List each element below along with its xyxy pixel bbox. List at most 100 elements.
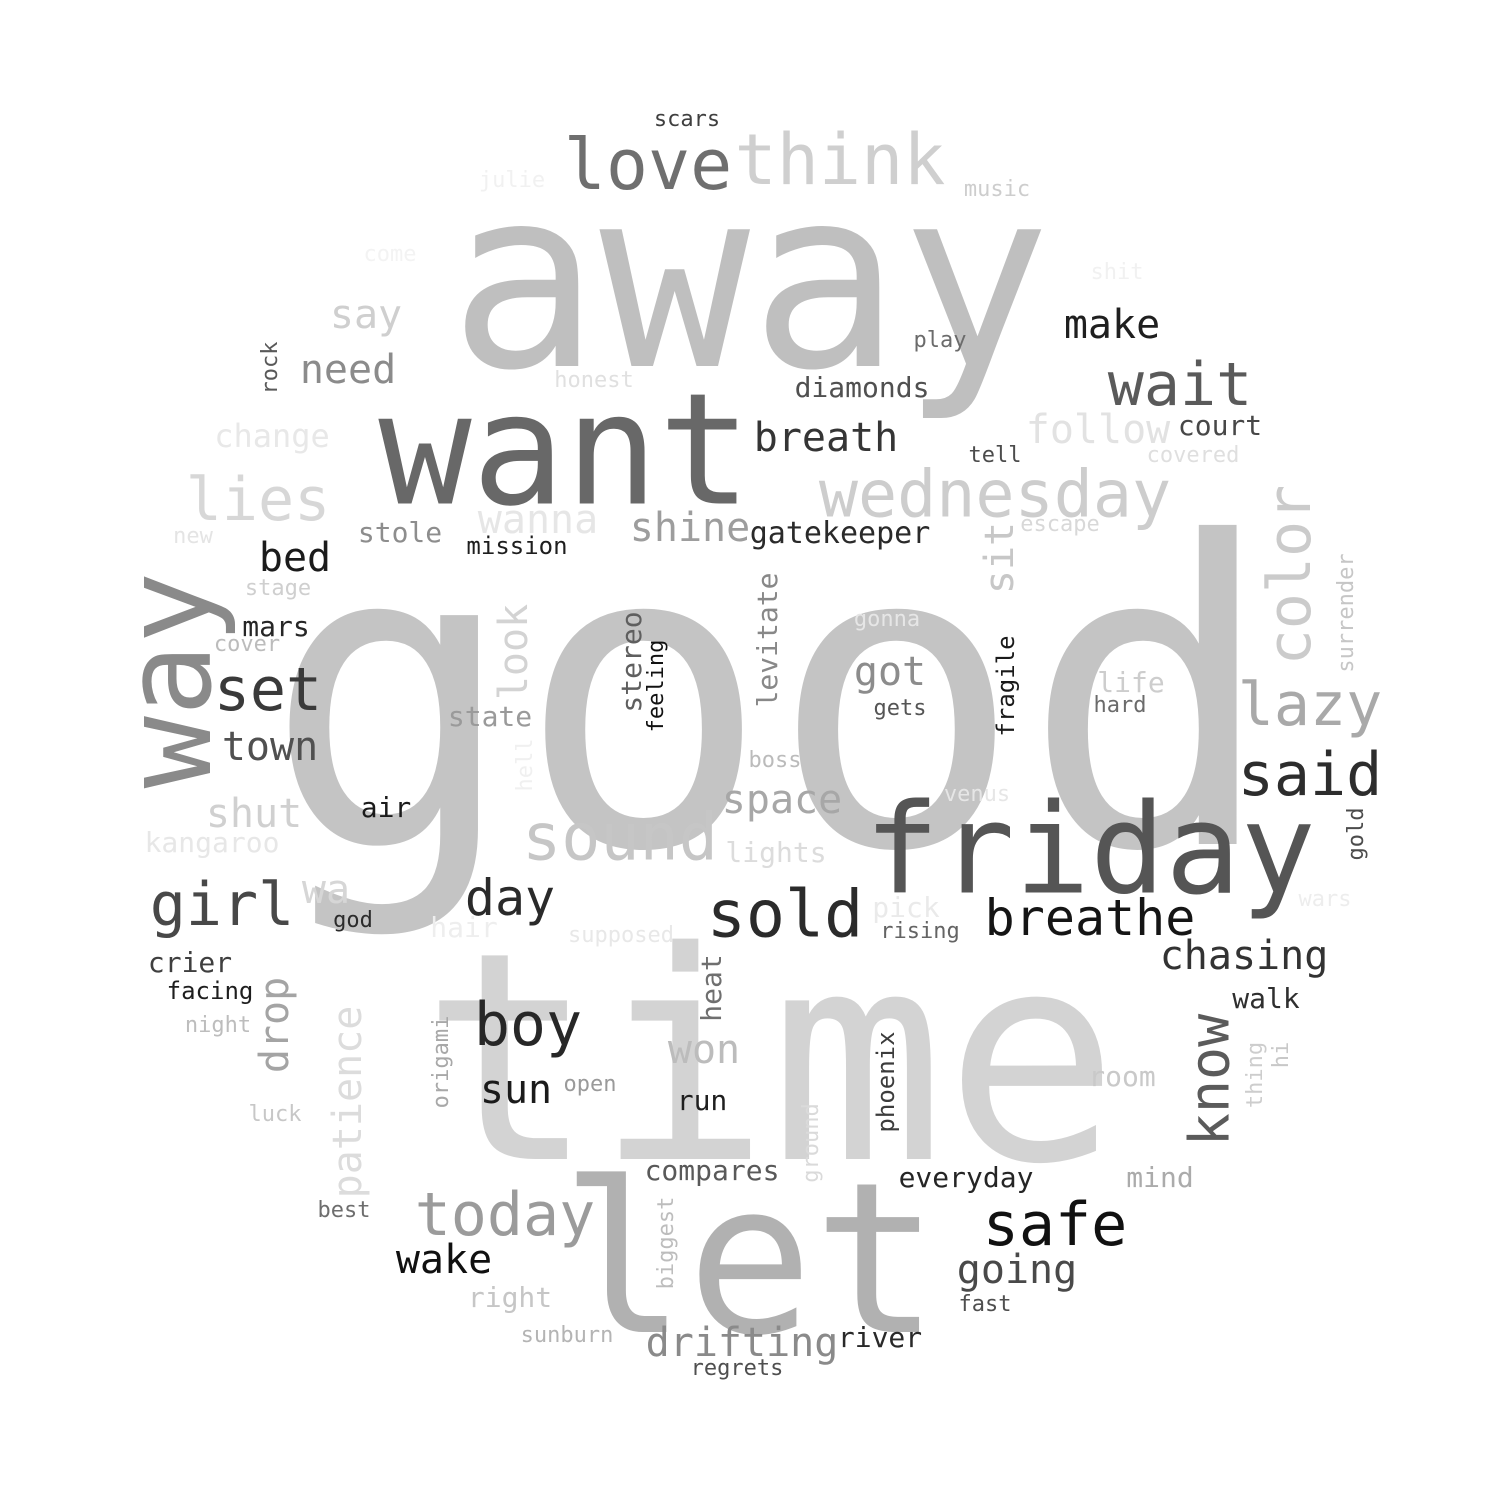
word-walk: walk xyxy=(1232,982,1300,1015)
word-breathe: breathe xyxy=(984,889,1196,947)
word-diamonds: diamonds xyxy=(794,371,930,404)
word-lights: lights xyxy=(725,836,827,869)
word-mission: mission xyxy=(466,532,568,560)
word-cover: cover xyxy=(213,632,281,657)
word-gonna: gonna xyxy=(853,607,921,632)
word-look: look xyxy=(491,603,537,701)
word-drop: drop xyxy=(252,976,298,1074)
word-surrender: surrender xyxy=(1334,553,1359,673)
word-honest: honest xyxy=(554,368,634,393)
word-escape: escape xyxy=(1020,512,1100,537)
word-ground: ground xyxy=(799,1103,824,1183)
word-wake: wake xyxy=(395,1237,493,1283)
word-covered: covered xyxy=(1146,443,1240,468)
word-sun: sun xyxy=(479,1067,553,1113)
word-gatekeeper: gatekeeper xyxy=(749,516,931,551)
word-pick: pick xyxy=(872,891,940,924)
word-sunburn: sunburn xyxy=(520,1323,614,1348)
word-best: best xyxy=(317,1198,371,1223)
word-origami: origami xyxy=(429,1015,454,1109)
word-lies: lies xyxy=(185,465,331,535)
word-color: color xyxy=(1255,484,1325,666)
word-river: river xyxy=(837,1321,923,1354)
word-regrets: regrets xyxy=(690,1356,784,1381)
word-won: won xyxy=(667,1027,741,1073)
word-boy: boy xyxy=(473,990,583,1060)
word-wanna: wanna xyxy=(477,497,599,543)
word-supposed: supposed xyxy=(568,923,674,948)
word-hair: hair xyxy=(430,911,498,944)
word-wednesday: wednesday xyxy=(818,457,1172,533)
word-biggest: biggest xyxy=(654,1196,679,1290)
word-good: good xyxy=(264,455,1276,944)
word-change: change xyxy=(214,417,330,455)
word-mars: mars xyxy=(242,610,310,643)
word-away: away xyxy=(448,134,1052,425)
word-know: know xyxy=(1177,1013,1242,1147)
word-music: music xyxy=(963,177,1031,202)
word-venus: venus xyxy=(943,782,1011,807)
word-let: let xyxy=(560,1137,940,1382)
word-gets: gets xyxy=(873,696,927,721)
word-follow: follow xyxy=(1025,407,1171,453)
word-way: way xyxy=(100,571,239,789)
word-love: love xyxy=(563,124,733,206)
word-patience: patience xyxy=(325,1005,371,1199)
word-boss: boss xyxy=(748,748,802,773)
word-wait: wait xyxy=(1107,350,1253,420)
word-sit: sit xyxy=(977,521,1023,595)
word-time: time xyxy=(420,891,1120,1228)
word-day: day xyxy=(464,869,556,927)
word-mind: mind xyxy=(1126,1161,1194,1194)
word-night: night xyxy=(184,1013,252,1038)
word-breath: breath xyxy=(753,415,899,461)
word-need: need xyxy=(299,347,397,393)
word-bed: bed xyxy=(258,535,332,581)
word-sound: sound xyxy=(522,800,718,876)
word-kangaroo: kangaroo xyxy=(144,826,280,859)
word-wars: wars xyxy=(1298,887,1352,912)
word-stereo: stereo xyxy=(615,611,648,713)
word-new: new xyxy=(173,524,213,549)
word-stole: stole xyxy=(357,516,443,549)
word-space: space xyxy=(721,777,843,823)
word-got: got xyxy=(853,649,927,695)
word-feeling: feeling xyxy=(644,639,669,733)
word-play: play xyxy=(913,328,967,353)
word-right: right xyxy=(467,1281,553,1314)
word-luck: luck xyxy=(248,1102,302,1127)
word-run: run xyxy=(676,1084,728,1117)
word-god: god xyxy=(333,908,373,933)
word-room: room xyxy=(1088,1060,1156,1093)
word-shine: shine xyxy=(629,505,751,551)
word-hard: hard xyxy=(1093,693,1147,718)
word-today: today xyxy=(414,1180,596,1250)
word-facing: facing xyxy=(166,977,254,1005)
word-rising: rising xyxy=(880,919,960,944)
word-julie: julie xyxy=(478,168,546,193)
word-hi: hi xyxy=(1269,1041,1294,1069)
word-wa: wa xyxy=(301,867,351,913)
word-say: say xyxy=(329,292,403,338)
word-town: town xyxy=(221,724,319,770)
word-safe: safe xyxy=(982,1190,1128,1260)
word-lazy: lazy xyxy=(1237,670,1383,740)
word-heat: heat xyxy=(695,954,728,1022)
word-fragile: fragile xyxy=(992,635,1020,737)
word-set: set xyxy=(213,655,323,725)
word-state: state xyxy=(447,700,533,733)
word-want: want xyxy=(378,359,752,541)
word-friday: friday xyxy=(864,777,1316,923)
word-going: going xyxy=(956,1247,1078,1293)
word-gold: gold xyxy=(1344,807,1369,861)
word-rock: rock xyxy=(258,341,283,395)
word-crier: crier xyxy=(147,946,233,979)
word-phoenix: phoenix xyxy=(872,1031,900,1133)
word-chasing: chasing xyxy=(1159,933,1329,979)
word-levitate: levitate xyxy=(751,572,784,708)
word-hell: hell xyxy=(513,738,538,792)
word-drifting: drifting xyxy=(645,1320,839,1366)
word-come: come xyxy=(363,242,417,267)
word-tell: tell xyxy=(968,443,1022,468)
